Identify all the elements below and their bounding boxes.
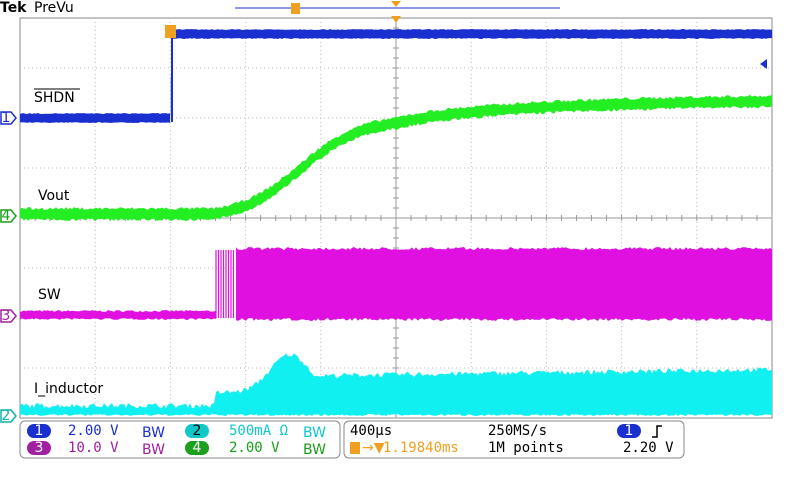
trigger-level: 2.20 V: [623, 440, 674, 456]
channel-number: 1: [35, 423, 44, 439]
shdn-trace: [20, 29, 772, 123]
expansion-marker: [391, 1, 401, 7]
channel-number: 3: [2, 308, 11, 324]
channel-scale: 2.00 V: [68, 423, 119, 439]
channel-number: 2: [2, 408, 11, 424]
bandwidth-icon: BW: [142, 425, 165, 441]
channel-badge: [185, 424, 209, 438]
channel-badge: [27, 424, 51, 438]
brand: Tek: [0, 0, 27, 16]
timebase-readout-panel: [343, 420, 685, 459]
timebase: 400µs: [350, 423, 392, 439]
channel-scale: 10.0 V: [68, 440, 119, 456]
channel-scale: 500mA Ω: [229, 423, 288, 439]
channel-marker: 3: [0, 308, 17, 324]
trigger-level-arrow: [760, 59, 767, 69]
trigger-icon: →▼: [362, 440, 385, 456]
trace-label: Vout: [38, 188, 70, 204]
trigger-icon: [350, 442, 360, 454]
inductor-current-trace: [20, 353, 772, 416]
channel-marker: 2: [0, 408, 17, 424]
channel-marker: 4: [0, 208, 17, 224]
trigger-marker: [165, 25, 176, 38]
mode: PreVu: [34, 0, 74, 16]
sample-rate: 250MS/s: [488, 423, 547, 439]
trigger-channel: 1: [625, 423, 634, 439]
channel-badge: [27, 441, 51, 455]
channel-readout-panel: [19, 420, 341, 459]
channel-number: 1: [2, 110, 11, 126]
waveforms: [20, 29, 772, 416]
record-length: 1M points: [488, 440, 564, 456]
trace-label: SW: [38, 287, 61, 303]
channel-badge: [185, 441, 209, 455]
trace-label: SHDN: [34, 90, 75, 106]
bandwidth-icon: BW: [303, 442, 326, 458]
sw-trace: [236, 247, 772, 321]
bandwidth-icon: BW: [142, 442, 165, 458]
record-view-marker: [291, 3, 300, 14]
bandwidth-icon: BW: [303, 425, 326, 441]
channel-number: 4: [193, 440, 202, 456]
channel-number: 2: [193, 423, 202, 439]
channel-marker: 1: [0, 110, 17, 126]
trace-label: I_inductor: [34, 381, 103, 397]
trigger-channel-badge: [617, 424, 641, 438]
trigger-position: 1.19840ms: [383, 440, 459, 456]
channel-number: 3: [35, 440, 44, 456]
vout-trace: [20, 94, 772, 221]
sw-trace: [20, 310, 216, 320]
channel-number: 4: [2, 208, 11, 224]
trigger-slope-icon: [652, 425, 662, 438]
channel-scale: 2.00 V: [229, 440, 280, 456]
trigger-position-marker: [391, 16, 401, 23]
